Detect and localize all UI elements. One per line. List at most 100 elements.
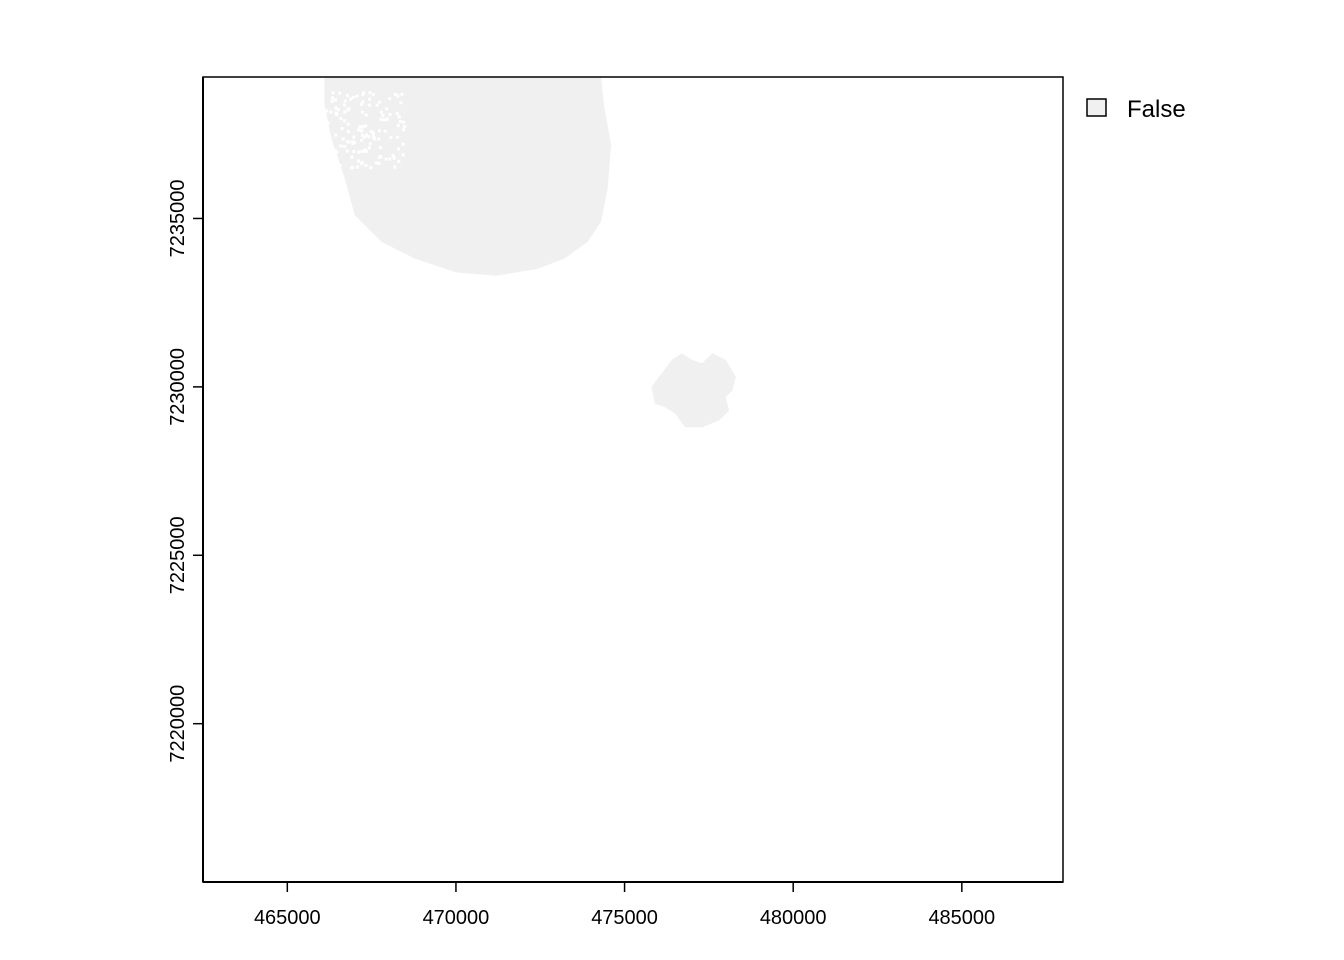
raster-speckle-cell	[368, 97, 372, 101]
raster-speckle-cell	[327, 137, 331, 141]
raster-layer	[324, 77, 736, 428]
raster-speckle-cell	[372, 93, 375, 97]
raster-speckle-cell	[372, 137, 376, 141]
raster-speckle-cell	[331, 151, 335, 155]
raster-speckle-cell	[360, 110, 364, 114]
raster-speckle-cell	[360, 133, 364, 137]
x-tick-label: 475000	[591, 907, 658, 929]
raster-speckle-cell	[368, 91, 372, 95]
legend: False	[1086, 96, 1186, 123]
raster-speckle-cell	[357, 128, 360, 132]
raster-speckle-cell	[359, 129, 363, 133]
raster-speckle-cell	[402, 120, 406, 124]
raster-speckle-cell	[352, 135, 356, 139]
raster-speckle-cell	[335, 113, 339, 116]
raster-speckle-cell	[338, 91, 342, 95]
raster-speckle-cell	[402, 128, 406, 132]
raster-speckle-cell	[334, 106, 338, 110]
raster-speckle-north-west-patch	[325, 91, 407, 171]
raster-speckle-cell	[377, 100, 381, 104]
y-axis: 7220000 7225000 7230000 7235000	[167, 180, 203, 763]
raster-speckle-cell	[396, 94, 400, 98]
x-tick-label: 465000	[254, 907, 321, 929]
raster-speckle-cell	[393, 92, 397, 96]
raster-speckle-cell	[352, 150, 356, 153]
raster-speckle-cell	[343, 110, 347, 114]
raster-speckle-cell	[326, 121, 330, 125]
raster-speckle-cell	[396, 135, 400, 139]
raster-speckle-cell	[326, 156, 330, 159]
raster-speckle-cell	[401, 142, 405, 146]
raster-speckle-cell	[377, 162, 381, 165]
raster-speckle-cell	[363, 135, 367, 139]
raster-speckle-cell	[367, 135, 371, 139]
raster-speckle-cell	[368, 142, 372, 146]
raster-speckle-cell	[356, 165, 359, 169]
raster-speckle-cell	[340, 127, 344, 131]
raster-speckle-cell	[364, 113, 368, 117]
raster-speckle-cell	[325, 140, 328, 144]
raster-speckle-cell	[372, 131, 375, 135]
raster-speckle-cell	[362, 91, 366, 95]
raster-speckle-cell	[382, 118, 386, 122]
raster-speckle-cell	[391, 154, 395, 158]
raster-speckle-cell	[331, 91, 335, 95]
raster-speckle-cell	[337, 167, 341, 171]
raster-speckle-cell	[378, 146, 382, 150]
raster-speckle-cell	[377, 137, 381, 141]
raster-speckle-cell	[338, 165, 342, 168]
raster-speckle-cell	[369, 130, 373, 134]
raster-speckle-cell	[365, 133, 369, 137]
legend-label-false: False	[1127, 96, 1186, 123]
raster-speckle-cell	[385, 107, 389, 111]
raster-speckle-cell	[343, 103, 346, 107]
raster-speckle-cell	[379, 154, 383, 158]
raster-speckle-cell	[388, 113, 392, 117]
raster-speckle-cell	[369, 166, 373, 170]
raster-speckle-cell	[375, 103, 379, 107]
raster-speckle-cell	[361, 100, 365, 104]
raster-speckle-cell	[331, 166, 334, 170]
x-tick-label: 480000	[760, 907, 827, 929]
raster-speckle-cell	[383, 129, 387, 133]
raster-speckle-cell	[364, 163, 368, 167]
raster-speckle-cell	[397, 159, 401, 163]
raster-speckle-cell	[333, 149, 337, 152]
raster-speckle-cell	[341, 137, 345, 141]
raster-speckle-cell	[379, 110, 383, 114]
raster-speckle-cell	[360, 149, 364, 153]
raster-speckle-cell	[399, 101, 403, 105]
raster-speckle-cell	[379, 117, 383, 121]
raster-speckle-cell	[346, 140, 350, 144]
raster-speckle-cell	[392, 156, 396, 160]
raster-speckle-cell	[358, 125, 362, 129]
raster-speckle-cell	[350, 140, 354, 144]
raster-speckle-cell	[339, 144, 343, 148]
raster-speckle-cell	[401, 153, 405, 157]
raster-speckle-cell	[334, 133, 338, 137]
raster-speckle-cell	[360, 162, 363, 166]
raster-speckle-cell	[335, 150, 339, 154]
raster-speckle-cell	[381, 113, 385, 117]
raster-speckle-cell	[400, 92, 404, 96]
y-tick-label: 7220000	[167, 685, 189, 763]
legend-swatch-false	[1086, 98, 1107, 117]
raster-speckle-cell	[359, 103, 363, 106]
x-tick-label: 470000	[423, 907, 490, 929]
raster-speckle-cell	[384, 118, 388, 122]
raster-speckle-cell	[393, 165, 397, 169]
raster-speckle-cell	[363, 148, 367, 152]
raster-speckle-cell	[367, 146, 371, 150]
raster-speckle-cell	[355, 94, 359, 98]
raster-speckle-cell	[367, 103, 371, 107]
raster-speckle-cell	[361, 93, 365, 96]
raster-speckle-cell	[343, 119, 346, 123]
raster-speckle-cell	[330, 99, 334, 103]
raster-speckle-cell	[389, 136, 393, 139]
raster-speckle-cell	[360, 138, 363, 142]
y-tick-label: 7235000	[167, 180, 189, 258]
raster-speckle-cell	[331, 155, 335, 159]
raster-speckle-cell	[351, 165, 355, 169]
